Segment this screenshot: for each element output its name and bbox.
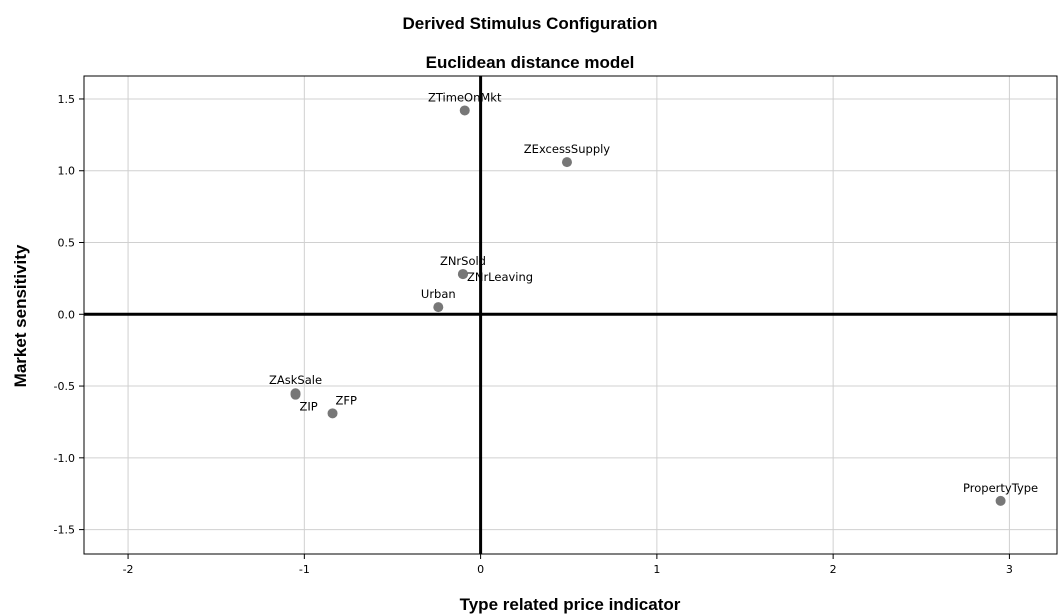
x-tick-label: 0 — [477, 563, 484, 576]
y-axis-ticks: -1.5 -1.0 -0.5 0.0 0.5 1.0 1.5 — [54, 93, 84, 537]
point-label-urban: Urban — [421, 287, 456, 301]
x-tick-label: 2 — [830, 563, 837, 576]
point-label-zexcesssupply: ZExcessSupply — [524, 142, 611, 156]
x-tick-label: -1 — [299, 563, 310, 576]
y-axis-title: Market sensitivity — [11, 244, 30, 387]
y-tick-label: -1.0 — [54, 452, 75, 465]
point-zfp — [327, 408, 338, 419]
y-tick-label: -1.5 — [54, 524, 75, 537]
x-tick-label: 1 — [653, 563, 660, 576]
point-label-propertytype: PropertyType — [963, 481, 1038, 495]
x-axis-title: Type related price indicator — [460, 595, 681, 614]
plot-frame — [83, 75, 1058, 555]
y-tick-label: 0.5 — [58, 237, 76, 250]
point-zip — [290, 389, 301, 400]
point-label-ztimeonmkt: ZTimeOnMkt — [428, 90, 502, 104]
y-tick-label: 1.5 — [58, 93, 76, 106]
point-ztimeonmkt — [459, 105, 470, 116]
point-znrleaving — [457, 269, 468, 280]
y-tick-label: 0.0 — [58, 308, 76, 321]
data-points — [290, 105, 1006, 506]
point-labels: ZTimeOnMkt ZExcessSupply ZNrSold ZNrLeaving… — [269, 90, 1038, 494]
x-tick-label: -2 — [123, 563, 134, 576]
point-label-zasksale: ZAskSale — [269, 373, 322, 387]
x-axis-ticks: -2 -1 0 1 2 3 — [123, 554, 1013, 576]
chart-title: Derived Stimulus Configuration — [402, 14, 657, 33]
y-tick-label: -0.5 — [54, 380, 75, 393]
point-urban — [433, 302, 444, 313]
point-label-znrleaving: ZNrLeaving — [467, 270, 533, 284]
point-zexcesssupply — [561, 157, 572, 168]
reference-lines — [84, 76, 1057, 554]
point-label-zfp: ZFP — [336, 393, 357, 407]
point-propertytype — [995, 495, 1006, 506]
chart-subtitle: Euclidean distance model — [426, 53, 635, 72]
point-label-znrsold: ZNrSold — [440, 254, 486, 268]
y-tick-label: 1.0 — [58, 165, 76, 178]
x-tick-label: 3 — [1006, 563, 1013, 576]
point-label-zip: ZIP — [300, 400, 318, 414]
